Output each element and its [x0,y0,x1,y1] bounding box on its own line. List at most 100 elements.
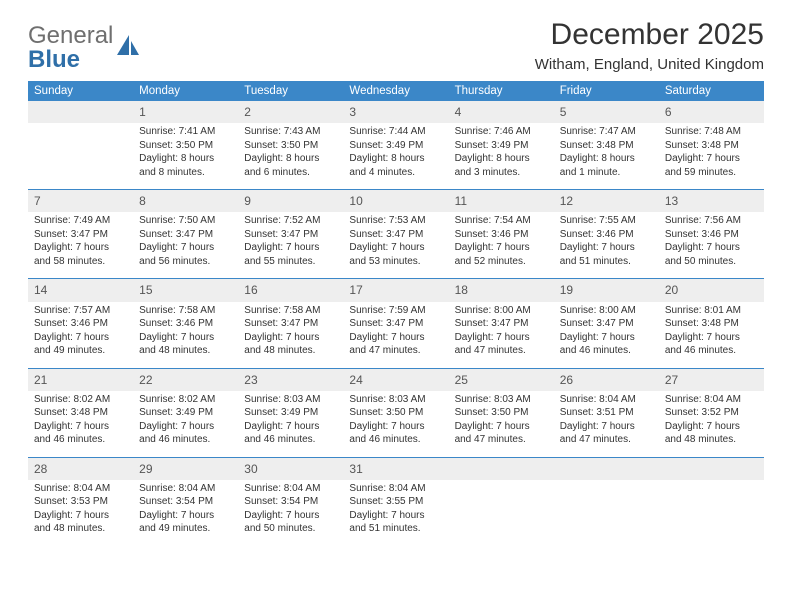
day-detail-cell: Sunrise: 7:43 AMSunset: 3:50 PMDaylight:… [238,123,343,190]
daylight-line: and 53 minutes. [349,255,442,269]
day-number-cell [28,101,133,123]
sunrise-line: Sunrise: 8:04 AM [349,482,442,496]
sunrise-line: Sunrise: 8:02 AM [139,393,232,407]
day-detail-cell: Sunrise: 8:00 AMSunset: 3:47 PMDaylight:… [554,302,659,369]
day-number: 19 [554,279,659,301]
day-number: 1 [133,101,238,123]
sunset-line: Sunset: 3:47 PM [244,228,337,242]
sunrise-line: Sunrise: 7:46 AM [455,125,548,139]
sunset-line: Sunset: 3:50 PM [455,406,548,420]
daylight-line: and 8 minutes. [139,166,232,180]
daylight-line: Daylight: 7 hours [560,331,653,345]
week-daynum-row: 123456 [28,101,764,123]
day-detail-cell: Sunrise: 7:46 AMSunset: 3:49 PMDaylight:… [449,123,554,190]
daylight-line: Daylight: 8 hours [244,152,337,166]
calendar-header-row: Sunday Monday Tuesday Wednesday Thursday… [28,81,764,101]
sunset-line: Sunset: 3:46 PM [455,228,548,242]
day-number-cell: 1 [133,101,238,123]
title-block: December 2025 Witham, England, United Ki… [535,18,764,73]
sunrise-line: Sunrise: 7:57 AM [34,304,127,318]
day-detail-cell: Sunrise: 8:04 AMSunset: 3:51 PMDaylight:… [554,391,659,458]
day-detail-cell: Sunrise: 7:57 AMSunset: 3:46 PMDaylight:… [28,302,133,369]
daylight-line: Daylight: 8 hours [455,152,548,166]
daylight-line: and 47 minutes. [349,344,442,358]
day-detail-cell: Sunrise: 7:54 AMSunset: 3:46 PMDaylight:… [449,212,554,279]
sunset-line: Sunset: 3:47 PM [455,317,548,331]
day-number-cell: 12 [554,190,659,213]
sunset-line: Sunset: 3:48 PM [560,139,653,153]
daylight-line: and 46 minutes. [560,344,653,358]
sunset-line: Sunset: 3:50 PM [139,139,232,153]
day-number: 31 [343,458,448,480]
day-number-cell: 30 [238,457,343,480]
sunrise-line: Sunrise: 8:03 AM [455,393,548,407]
daylight-line: and 1 minute. [560,166,653,180]
daylight-line: and 59 minutes. [665,166,758,180]
sunrise-line: Sunrise: 8:01 AM [665,304,758,318]
day-number: 18 [449,279,554,301]
sunset-line: Sunset: 3:47 PM [349,317,442,331]
daylight-line: Daylight: 7 hours [560,420,653,434]
logo-text: General Blue [28,24,113,72]
day-number: 8 [133,190,238,212]
daylight-line: Daylight: 8 hours [560,152,653,166]
day-number-cell: 16 [238,279,343,302]
sunset-line: Sunset: 3:47 PM [244,317,337,331]
sunset-line: Sunset: 3:52 PM [665,406,758,420]
week-detail-row: Sunrise: 8:04 AMSunset: 3:53 PMDaylight:… [28,480,764,546]
day-number: 3 [343,101,448,123]
sunrise-line: Sunrise: 8:04 AM [244,482,337,496]
day-detail-cell: Sunrise: 8:03 AMSunset: 3:50 PMDaylight:… [449,391,554,458]
sunset-line: Sunset: 3:49 PM [455,139,548,153]
daylight-line: and 46 minutes. [244,433,337,447]
daylight-line: and 48 minutes. [244,344,337,358]
week-daynum-row: 78910111213 [28,190,764,213]
day-number: 26 [554,369,659,391]
daylight-line: and 3 minutes. [455,166,548,180]
logo-word-1: General [28,22,113,49]
day-detail-cell: Sunrise: 7:41 AMSunset: 3:50 PMDaylight:… [133,123,238,190]
sunrise-line: Sunrise: 7:55 AM [560,214,653,228]
sunrise-line: Sunrise: 7:43 AM [244,125,337,139]
day-detail-cell: Sunrise: 7:52 AMSunset: 3:47 PMDaylight:… [238,212,343,279]
day-number: 11 [449,190,554,212]
day-number-empty [449,458,554,480]
day-number-cell: 29 [133,457,238,480]
day-number-cell: 18 [449,279,554,302]
sunrise-line: Sunrise: 8:02 AM [34,393,127,407]
daylight-line: and 48 minutes. [139,344,232,358]
daylight-line: and 46 minutes. [139,433,232,447]
day-detail-cell: Sunrise: 8:02 AMSunset: 3:48 PMDaylight:… [28,391,133,458]
day-number-cell: 25 [449,368,554,391]
day-detail-cell [659,480,764,546]
day-number-cell: 19 [554,279,659,302]
day-number-cell: 10 [343,190,448,213]
calendar-table: Sunday Monday Tuesday Wednesday Thursday… [28,81,764,546]
sunset-line: Sunset: 3:47 PM [560,317,653,331]
sunrise-line: Sunrise: 7:52 AM [244,214,337,228]
day-header: Thursday [449,81,554,101]
daylight-line: Daylight: 7 hours [665,241,758,255]
day-detail-cell: Sunrise: 8:04 AMSunset: 3:55 PMDaylight:… [343,480,448,546]
daylight-line: Daylight: 7 hours [455,241,548,255]
day-number-empty [554,458,659,480]
daylight-line: and 46 minutes. [34,433,127,447]
daylight-line: Daylight: 7 hours [665,152,758,166]
daylight-line: and 50 minutes. [244,522,337,536]
day-detail-cell: Sunrise: 8:03 AMSunset: 3:50 PMDaylight:… [343,391,448,458]
day-header: Monday [133,81,238,101]
sunrise-line: Sunrise: 8:04 AM [665,393,758,407]
daylight-line: Daylight: 7 hours [665,331,758,345]
daylight-line: Daylight: 7 hours [349,420,442,434]
day-number-cell: 5 [554,101,659,123]
daylight-line: Daylight: 7 hours [34,241,127,255]
sunset-line: Sunset: 3:46 PM [665,228,758,242]
daylight-line: Daylight: 7 hours [455,420,548,434]
sunset-line: Sunset: 3:50 PM [349,406,442,420]
daylight-line: Daylight: 7 hours [665,420,758,434]
daylight-line: and 46 minutes. [665,344,758,358]
sail-icon [115,33,141,64]
day-detail-cell: Sunrise: 7:47 AMSunset: 3:48 PMDaylight:… [554,123,659,190]
day-number-cell [449,457,554,480]
daylight-line: and 47 minutes. [455,433,548,447]
